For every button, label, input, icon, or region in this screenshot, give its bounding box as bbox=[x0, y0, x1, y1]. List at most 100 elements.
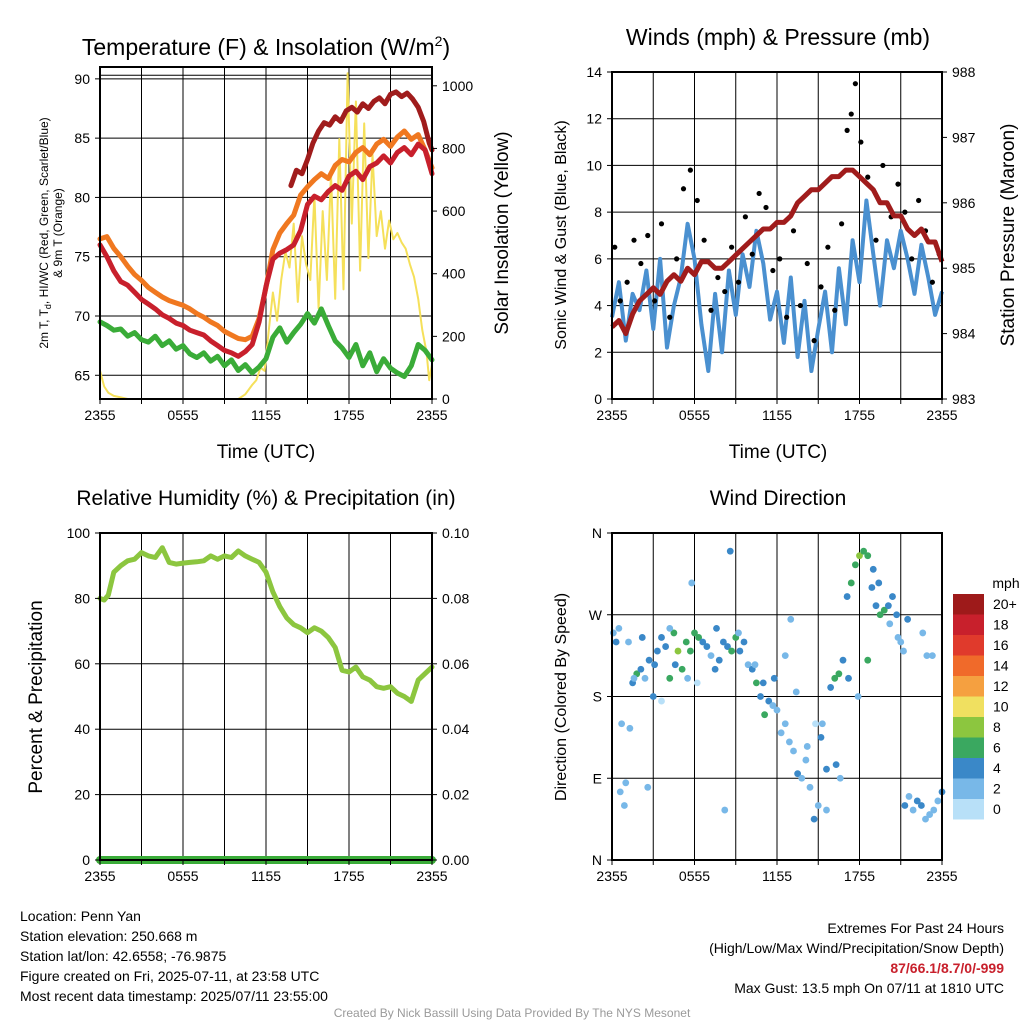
credits-footer: Created By Nick Bassill Using Data Provi… bbox=[333, 1006, 691, 1020]
x-tick-label: 1155 bbox=[251, 868, 281, 884]
y-tick-label-left: S bbox=[593, 689, 602, 705]
x-tick-label: 0555 bbox=[167, 868, 198, 884]
direction-point bbox=[901, 802, 909, 809]
legend-label: 10 bbox=[993, 699, 1009, 715]
legend-swatch bbox=[953, 614, 984, 635]
legend-label: 20+ bbox=[993, 596, 1017, 612]
y-tick-label-left: 4 bbox=[594, 298, 602, 314]
rh-ylabel-left: Percent & Precipitation bbox=[26, 600, 47, 793]
y-tick-label-left: 100 bbox=[67, 525, 91, 541]
gust-point bbox=[735, 279, 742, 285]
direction-point bbox=[781, 720, 789, 728]
direction-point bbox=[839, 656, 847, 664]
direction-point bbox=[905, 793, 913, 800]
direction-point bbox=[740, 638, 748, 646]
direction-point bbox=[670, 629, 678, 637]
direction-point bbox=[856, 552, 863, 560]
direction-point bbox=[721, 806, 729, 814]
gust-point bbox=[742, 214, 748, 220]
gust-point bbox=[687, 167, 693, 173]
direction-point bbox=[904, 615, 912, 623]
gust-point bbox=[674, 256, 680, 262]
gust-point bbox=[749, 251, 755, 257]
x-tick-label: 1155 bbox=[762, 868, 792, 884]
pressure-line bbox=[610, 167, 945, 337]
legend-swatch bbox=[953, 676, 984, 697]
x-tick-label: 2355 bbox=[596, 407, 627, 423]
temperature-panel: Temperature (F) & Insolation (W/m2) 65 70… bbox=[37, 33, 513, 463]
direction-point bbox=[678, 665, 686, 673]
direction-point bbox=[761, 711, 769, 719]
gust-point bbox=[909, 256, 915, 262]
direction-point bbox=[817, 733, 825, 741]
direction-point bbox=[641, 674, 649, 682]
gust-point bbox=[832, 307, 838, 313]
direction-point bbox=[869, 565, 877, 573]
wind-panel: Winds (mph) & Pressure (mb) 02468101214 … bbox=[553, 24, 1019, 463]
direction-point bbox=[934, 797, 942, 805]
rh-ticks-right: 0.00 0.02 0.04 0.06 0.08 0.10 bbox=[432, 525, 469, 868]
direction-point bbox=[618, 720, 626, 728]
y-tick-label-left: 12 bbox=[586, 111, 602, 127]
direction-point bbox=[682, 638, 690, 646]
y-tick-label-left: N bbox=[592, 525, 602, 541]
y-tick-label-left: 80 bbox=[74, 590, 90, 606]
rh-ticks-x: 2355 0555 1155 1755 2355 bbox=[84, 860, 448, 884]
x-tick-label: 0555 bbox=[679, 407, 710, 423]
y-tick-label-right: 0.04 bbox=[442, 721, 469, 737]
y-tick-label-left: 0 bbox=[594, 391, 602, 407]
dir-grid bbox=[611, 532, 943, 861]
direction-point bbox=[900, 647, 907, 655]
gust-point bbox=[756, 190, 762, 197]
direction-point bbox=[736, 647, 744, 655]
direction-point bbox=[864, 552, 872, 560]
direction-point bbox=[765, 697, 773, 705]
gust-point bbox=[631, 237, 637, 243]
recent-timestamp: Most recent data timestamp: 2025/07/11 2… bbox=[20, 988, 328, 1004]
y-tick-label-right: 600 bbox=[442, 203, 466, 219]
direction-point bbox=[691, 629, 698, 637]
dir-ylabel-left: Direction (Colored By Speed) bbox=[553, 593, 570, 801]
direction-point bbox=[637, 665, 645, 673]
x-tick-label: 1755 bbox=[333, 868, 364, 884]
direction-point bbox=[872, 602, 880, 610]
rh-title: Relative Humidity (%) & Precipitation (i… bbox=[76, 487, 455, 510]
direction-point bbox=[926, 811, 934, 818]
rh-ticks-left: 0 20 40 60 80 100 bbox=[67, 525, 100, 868]
y-tick-label-right: 985 bbox=[952, 260, 976, 276]
direction-point bbox=[616, 788, 624, 796]
direction-point bbox=[609, 629, 617, 637]
y-tick-label-right: 200 bbox=[442, 328, 466, 344]
direction-point bbox=[662, 643, 670, 650]
temp-xlabel: Time (UTC) bbox=[217, 442, 316, 463]
legend-label: 12 bbox=[993, 678, 1009, 694]
gust-point bbox=[612, 244, 618, 250]
humidity-panel: Relative Humidity (%) & Precipitation (i… bbox=[26, 487, 469, 884]
temp-2m-line bbox=[97, 141, 435, 359]
temp-ticks-right: 0 200 400 600 800 1000 bbox=[432, 78, 473, 407]
temp-ylabel-left: 2m T, Td, HI/WC (Red, Green, Scarlet/Blu… bbox=[37, 117, 65, 348]
direction-point bbox=[744, 661, 752, 669]
gust-point bbox=[790, 228, 797, 234]
direction-point bbox=[630, 674, 638, 682]
direction-point bbox=[653, 647, 661, 655]
y-tick-label-right: 983 bbox=[952, 391, 976, 407]
gust-point bbox=[638, 260, 644, 267]
gust-point bbox=[873, 237, 879, 243]
wind-series bbox=[610, 81, 945, 373]
y-tick-label-right: 988 bbox=[952, 64, 976, 80]
x-tick-label: 2355 bbox=[84, 868, 115, 884]
dewpoint-line bbox=[97, 306, 435, 379]
x-tick-label: 0555 bbox=[167, 407, 198, 423]
x-tick-label: 2355 bbox=[416, 868, 447, 884]
legend-swatch bbox=[953, 655, 984, 676]
y-tick-label-left: 90 bbox=[74, 71, 90, 87]
direction-point bbox=[845, 674, 852, 682]
direction-point bbox=[884, 602, 892, 610]
direction-point bbox=[777, 729, 785, 737]
gust-point bbox=[797, 302, 803, 309]
legend-swatch bbox=[953, 799, 984, 820]
direction-point bbox=[695, 634, 703, 641]
direction-point bbox=[728, 647, 736, 655]
y-tick-label-left: 85 bbox=[74, 130, 90, 146]
